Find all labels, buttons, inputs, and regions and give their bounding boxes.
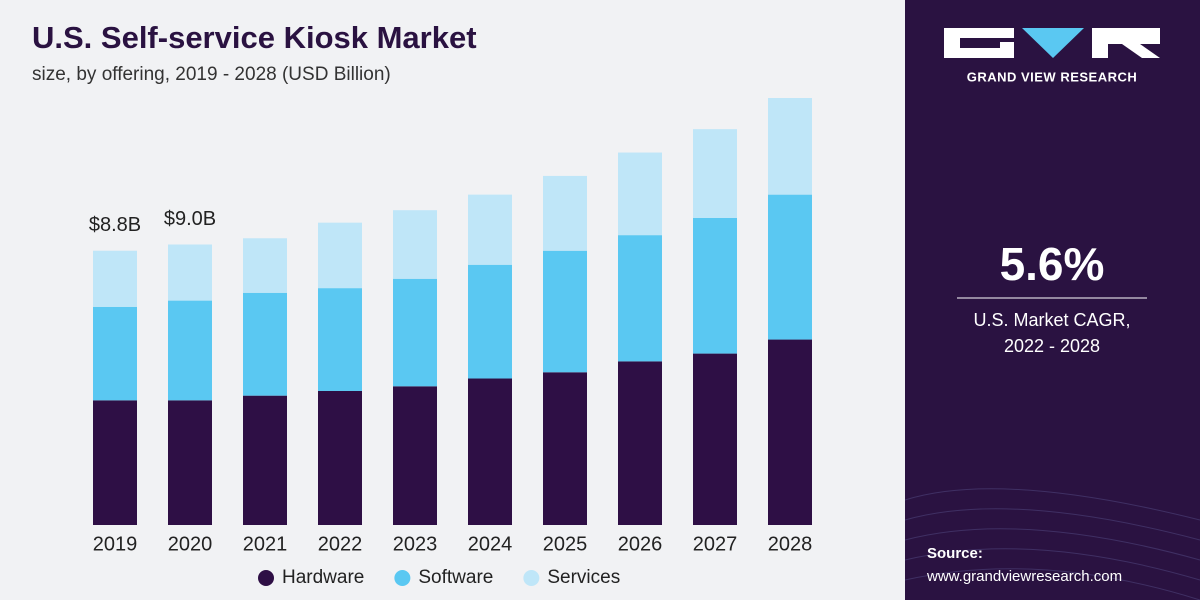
total-label: $8.8B — [89, 214, 141, 236]
texture-line — [904, 508, 1200, 541]
chart-background — [0, 0, 905, 600]
chart-title: U.S. Self-service Kiosk Market — [32, 20, 477, 55]
bar-segment — [93, 306, 137, 401]
legend-swatch — [394, 570, 411, 586]
x-tick-label: 2020 — [168, 533, 213, 555]
legend-label: Hardware — [282, 567, 364, 588]
brand-name: GRAND VIEW RESEARCH — [967, 69, 1138, 84]
source-label: Source: — [927, 545, 983, 562]
bar-segment — [393, 278, 437, 387]
bar-segment — [618, 235, 662, 362]
legend-label: Services — [547, 567, 620, 588]
logo-v — [1022, 28, 1084, 58]
cagr-value: 5.6% — [1000, 238, 1105, 290]
x-tick-label: 2023 — [393, 533, 438, 555]
bar-segment — [543, 250, 587, 373]
bar-segment — [243, 238, 287, 293]
x-tick-label: 2025 — [543, 533, 588, 555]
bar-segment — [168, 244, 212, 301]
bar-segment — [318, 288, 362, 391]
bar-segment — [693, 129, 737, 218]
sidebar-background — [905, 0, 1200, 600]
x-tick-label: 2028 — [768, 533, 813, 555]
bar-segment — [468, 378, 512, 525]
logo-r — [1092, 28, 1160, 58]
x-tick-label: 2027 — [693, 533, 738, 555]
bar-segment — [243, 292, 287, 396]
texture-line — [904, 488, 1200, 521]
total-label: $9.0B — [164, 208, 216, 230]
sidebar-texture — [904, 488, 1200, 600]
bar-segment — [243, 395, 287, 525]
bar-segment — [93, 400, 137, 525]
bar-segment — [393, 210, 437, 279]
bar-segment — [768, 194, 812, 340]
bar-segment — [93, 250, 137, 307]
bar-segment — [768, 98, 812, 195]
texture-line — [904, 528, 1200, 561]
chart-subtitle: size, by offering, 2019 - 2028 (USD Bill… — [32, 64, 391, 85]
bar-segment — [543, 372, 587, 525]
logo-g — [944, 28, 1014, 58]
bar-segment — [618, 361, 662, 525]
bar-segment — [618, 152, 662, 236]
texture-line — [904, 548, 1200, 581]
bar-segment — [543, 175, 587, 251]
cagr-caption: 2022 - 2028 — [1004, 336, 1100, 356]
x-tick-label: 2021 — [243, 533, 288, 555]
bar-segment — [693, 217, 737, 354]
x-tick-label: 2026 — [618, 533, 663, 555]
x-tick-label: 2019 — [93, 533, 138, 555]
texture-line — [904, 568, 1200, 600]
bar-segment — [768, 339, 812, 525]
brand-logo — [944, 28, 1160, 58]
bar-segment — [693, 353, 737, 525]
legend-label: Software — [418, 567, 493, 588]
bar-segment — [468, 194, 512, 265]
x-tick-label: 2024 — [468, 533, 513, 555]
cagr-caption: U.S. Market CAGR, — [973, 310, 1130, 330]
bar-segment — [168, 300, 212, 401]
bar-segment — [168, 400, 212, 525]
bar-segment — [468, 264, 512, 379]
source-url: www.grandviewresearch.com — [926, 568, 1122, 585]
x-tick-label: 2022 — [318, 533, 363, 555]
bar-segment — [393, 386, 437, 525]
bar-segment — [318, 222, 362, 289]
legend-swatch — [523, 570, 540, 586]
legend-swatch — [258, 570, 274, 586]
bar-segment — [318, 390, 362, 525]
